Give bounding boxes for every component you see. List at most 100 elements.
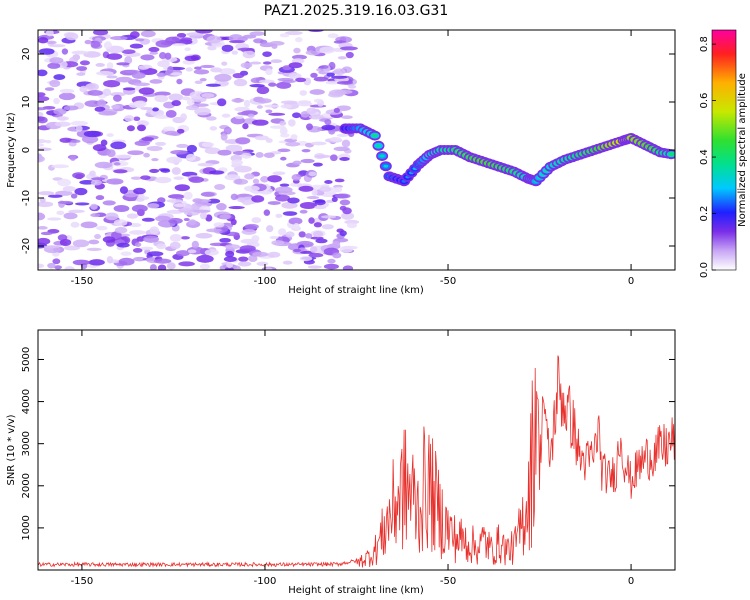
noise-cell — [337, 56, 347, 60]
spectrogram-y-ticks: -20 -10 0 10 20 — [21, 48, 675, 254]
noise-cell — [129, 223, 142, 228]
noise-cell — [221, 61, 228, 66]
noise-cell — [193, 69, 210, 75]
noise-cell — [313, 222, 322, 228]
noise-cell — [74, 187, 88, 196]
noise-cell — [270, 59, 283, 63]
noise-cell — [268, 82, 277, 87]
noise-cell — [88, 259, 105, 266]
noise-cell — [252, 251, 269, 257]
y-tick-label: 0 — [21, 147, 32, 153]
colorbar-ticks: 0.0 0.2 0.4 0.6 0.8 — [699, 36, 716, 278]
noise-cell — [86, 247, 102, 252]
noise-cell — [301, 148, 311, 153]
noise-cell — [156, 72, 167, 77]
noise-cell — [154, 114, 170, 119]
noise-cell — [336, 228, 344, 233]
noise-cell — [333, 146, 350, 152]
noise-cell — [224, 267, 234, 270]
noise-cell — [148, 46, 160, 53]
y-tick-label: -20 — [21, 238, 32, 254]
noise-cell — [106, 256, 114, 264]
noise-cell — [306, 195, 320, 200]
noise-cell — [276, 81, 292, 89]
noise-cell — [313, 76, 329, 82]
noise-cell — [299, 256, 313, 262]
noise-cell — [134, 242, 142, 247]
noise-cell — [348, 84, 357, 89]
noise-cell — [228, 34, 244, 42]
noise-cell — [308, 30, 324, 33]
noise-cell — [149, 168, 160, 174]
noise-cell — [336, 133, 349, 138]
noise-cell — [106, 53, 123, 60]
noise-cell — [311, 188, 318, 197]
noise-cell — [94, 234, 101, 240]
noise-cell — [90, 40, 101, 49]
noise-cell — [94, 106, 106, 112]
noise-cell — [76, 66, 88, 71]
noise-cell — [158, 52, 167, 59]
noise-cell — [305, 50, 320, 56]
noise-cell — [331, 75, 348, 79]
ridge-core — [668, 152, 674, 156]
noise-cell — [172, 43, 186, 47]
noise-cell — [226, 262, 233, 269]
noise-cell — [315, 238, 328, 244]
noise-cell — [143, 235, 159, 243]
noise-cell — [232, 72, 245, 79]
noise-cell — [255, 152, 264, 158]
noise-cell — [199, 211, 208, 220]
noise-cell — [129, 43, 144, 49]
noise-cell — [345, 51, 354, 59]
noise-cell — [53, 108, 67, 115]
noise-cell — [47, 217, 62, 221]
noise-cell — [149, 226, 160, 235]
noise-cell — [185, 105, 199, 111]
noise-cell — [44, 87, 55, 91]
snr-x-ticks: -150 -100 -50 0 — [71, 330, 634, 587]
noise-cell — [155, 215, 171, 222]
noise-cell — [49, 79, 61, 88]
noise-cell — [279, 33, 290, 38]
noise-cell — [288, 119, 296, 127]
noise-cell — [342, 265, 354, 270]
noise-cell — [57, 200, 74, 205]
noise-cell — [323, 263, 339, 270]
noise-cell — [166, 156, 183, 164]
noise-cell — [72, 239, 90, 248]
noise-cell — [113, 169, 128, 174]
x-tick-label: 0 — [628, 276, 634, 287]
noise-cell — [63, 245, 80, 251]
noise-cell — [193, 209, 211, 213]
noise-cell — [334, 89, 353, 95]
y-tick-label: -10 — [21, 190, 32, 206]
noise-cell — [329, 136, 342, 142]
noise-cell — [94, 161, 113, 169]
noise-cell — [324, 180, 333, 184]
noise-cell — [326, 72, 335, 77]
colorbar-tick-label: 0.0 — [699, 262, 710, 278]
noise-cell — [173, 203, 187, 208]
noise-cell — [193, 103, 209, 107]
noise-cell — [140, 175, 151, 180]
noise-cell — [38, 143, 45, 147]
noise-cell — [313, 230, 324, 238]
noise-cell — [157, 60, 170, 68]
x-tick-label: -150 — [71, 576, 94, 587]
noise-cell — [243, 185, 260, 192]
noise-cell — [155, 40, 172, 48]
noise-cell — [114, 226, 128, 234]
noise-cell — [46, 40, 57, 45]
noise-cell — [319, 65, 329, 69]
noise-cell — [266, 225, 274, 233]
noise-cell — [38, 116, 48, 124]
noise-cell — [336, 105, 351, 111]
noise-cell — [113, 204, 130, 213]
spectrogram-y-label: Frequency (Hz) — [6, 112, 17, 188]
noise-cell — [91, 177, 106, 181]
noise-cell — [169, 233, 182, 242]
noise-cell — [331, 240, 341, 248]
noise-cell — [38, 237, 51, 245]
